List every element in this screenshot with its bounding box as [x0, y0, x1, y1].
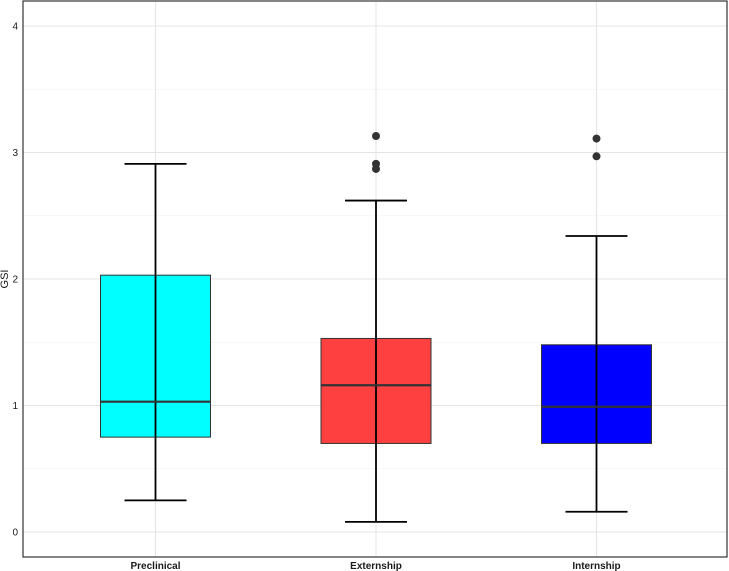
y-tick-label: 0: [12, 528, 18, 539]
box-externship: [320, 199, 432, 523]
outlier-point: [592, 152, 601, 161]
y-tick-label: 1: [12, 401, 18, 412]
plot-panel-border: [22, 0, 728, 558]
boxes: [100, 162, 652, 523]
x-tick-label: Preclinical: [130, 561, 180, 571]
box-internship: [541, 235, 652, 513]
y-tick-label: 4: [12, 22, 18, 33]
outliers: [372, 132, 601, 173]
x-axis: Preclinical Externship Internship: [130, 561, 620, 571]
y-axis: 0 1 2 3 4: [12, 22, 18, 539]
y-tick-label: 3: [12, 148, 18, 159]
box-preclinical: [100, 162, 211, 502]
x-tick-label: Internship: [572, 561, 620, 571]
outlier-point: [592, 134, 601, 143]
x-tick-label: Externship: [350, 561, 402, 571]
outlier-point: [372, 159, 380, 168]
outlier-point: [372, 132, 380, 141]
y-tick-label: 2: [12, 275, 18, 286]
y-axis-title: GSI: [0, 270, 11, 289]
